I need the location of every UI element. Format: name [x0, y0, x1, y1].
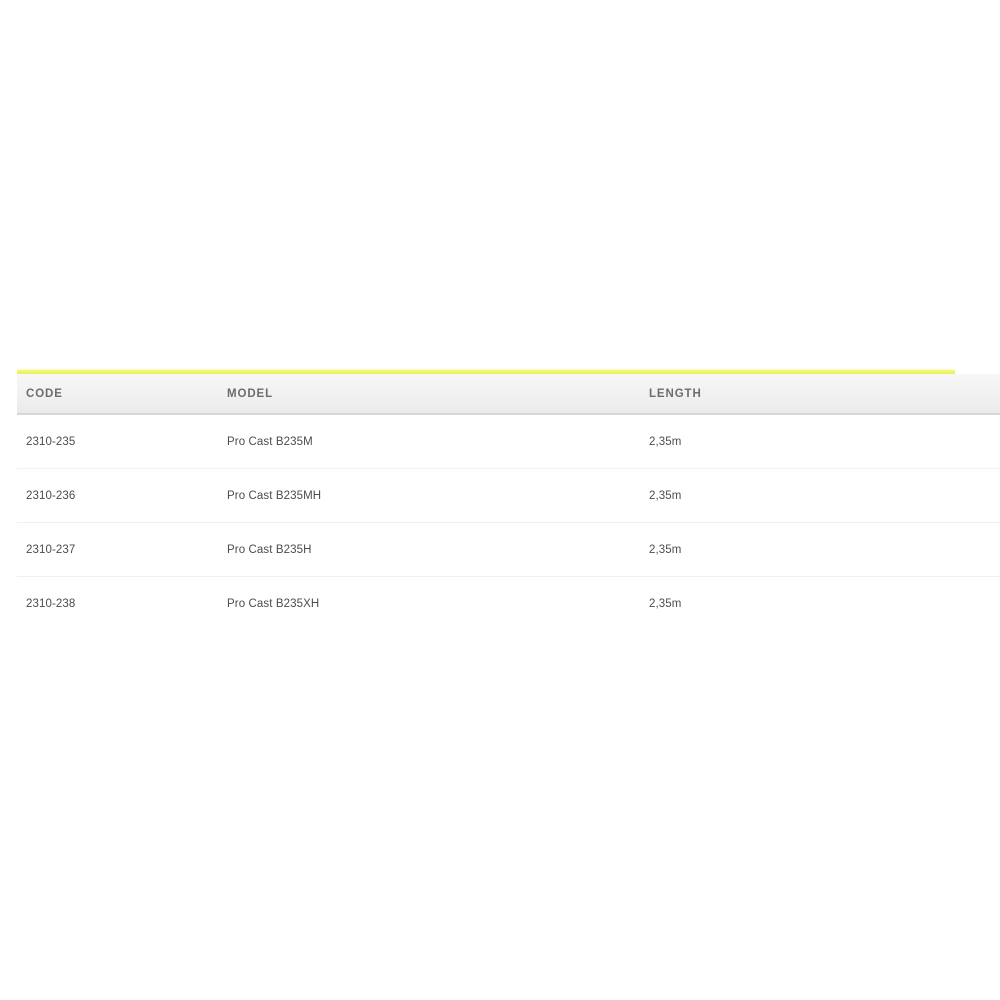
table-row: 2310-237 Pro Cast B235H 2,35m 1,21m 204g… — [17, 522, 1000, 577]
cell-model: Pro Cast B235MH — [122, 468, 385, 523]
column-header-model-label: MODEL — [227, 388, 274, 400]
cell-model: Pro Cast B235M — [122, 414, 385, 469]
table-header: CODE MODEL LENGTH TRANSP. LENGTH WEIGHT — [17, 374, 1000, 415]
accent-bar — [17, 369, 955, 374]
column-header-model[interactable]: MODEL — [122, 374, 385, 415]
column-header-code-label: CODE — [26, 388, 63, 400]
specification-table: CODE MODEL LENGTH TRANSP. LENGTH WEIGHT — [17, 374, 1000, 630]
table-row: 2310-235 Pro Cast B235M 2,35m 1,21m 172g… — [17, 414, 1000, 469]
table-header-row: CODE MODEL LENGTH TRANSP. LENGTH WEIGHT — [17, 374, 1000, 415]
cell-length: 2,35m — [385, 414, 740, 469]
cell-model: Pro Cast B235H — [122, 522, 385, 577]
specification-table-block: CODE MODEL LENGTH TRANSP. LENGTH WEIGHT — [17, 369, 1000, 630]
cell-length: 2,35m — [385, 468, 740, 523]
cell-transp-length: 1,21m — [740, 468, 1000, 523]
table-row: 2310-238 Pro Cast B235XH 2,35m 1,21m 212… — [17, 577, 1000, 631]
cell-code: 2310-236 — [17, 468, 122, 523]
table-row: 2310-236 Pro Cast B235MH 2,35m 1,21m 178… — [17, 468, 1000, 523]
cell-code: 2310-235 — [17, 414, 122, 469]
cell-model: Pro Cast B235XH — [227, 598, 320, 610]
cell-transp-length: 1,21m — [740, 414, 1000, 469]
cell-transp-length: 1,21m — [740, 522, 1000, 577]
table-body: 2310-235 Pro Cast B235M 2,35m 1,21m 172g… — [17, 414, 1000, 630]
column-header-transp-length[interactable]: TRANSP. LENGTH — [740, 374, 1000, 415]
column-header-length[interactable]: LENGTH — [385, 374, 740, 415]
cell-length: 2,35m — [385, 522, 740, 577]
cell-length: 2,35m — [649, 598, 682, 610]
cell-code: 2310-238 — [26, 598, 76, 610]
column-header-length-label: LENGTH — [649, 388, 702, 400]
cell-code: 2310-237 — [17, 522, 122, 577]
column-header-code[interactable]: CODE — [17, 374, 122, 415]
cell-transp-length: 1,21m — [740, 577, 1000, 631]
